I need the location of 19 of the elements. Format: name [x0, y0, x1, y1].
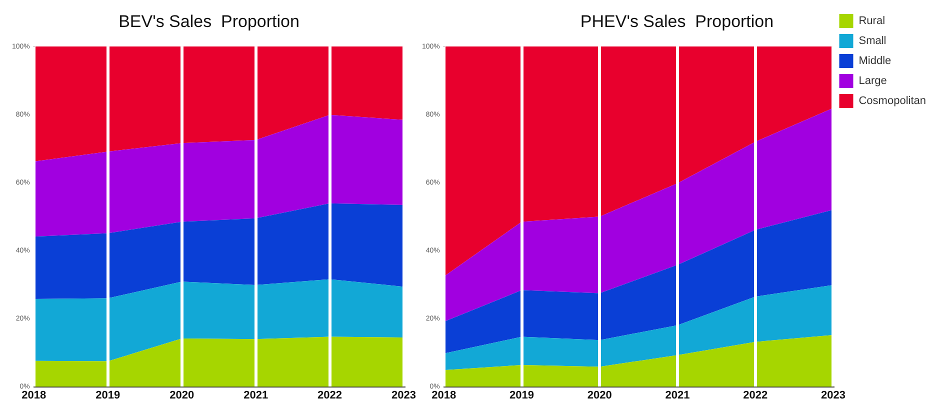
x-tick-label: 2020 — [587, 389, 612, 402]
x-tick-label: 2019 — [510, 389, 534, 402]
x-tick-label: 2018 — [432, 389, 456, 402]
legend-label: Small — [858, 35, 886, 48]
x-tick-label: 2021 — [665, 389, 690, 402]
x-tick-label: 2023 — [392, 389, 416, 402]
x-tick-label: 2021 — [244, 389, 268, 402]
x-tick-label: 2019 — [96, 389, 120, 402]
x-tick-label: 2023 — [821, 389, 846, 402]
x-tick-label: 2020 — [170, 389, 194, 402]
x-tick-label: 2022 — [318, 389, 342, 402]
x-tick-label: 2022 — [743, 389, 768, 402]
chart-title: BEV's Sales Proportion — [118, 12, 300, 31]
legend-label: Large — [858, 75, 887, 88]
legend-label: Middle — [858, 55, 892, 68]
legend-label: Rural — [858, 15, 886, 28]
x-tick-label: 2018 — [22, 389, 46, 402]
legend-label: Cosmopolitan — [858, 95, 926, 108]
chart-title: PHEV's Sales Proportion — [580, 12, 774, 31]
